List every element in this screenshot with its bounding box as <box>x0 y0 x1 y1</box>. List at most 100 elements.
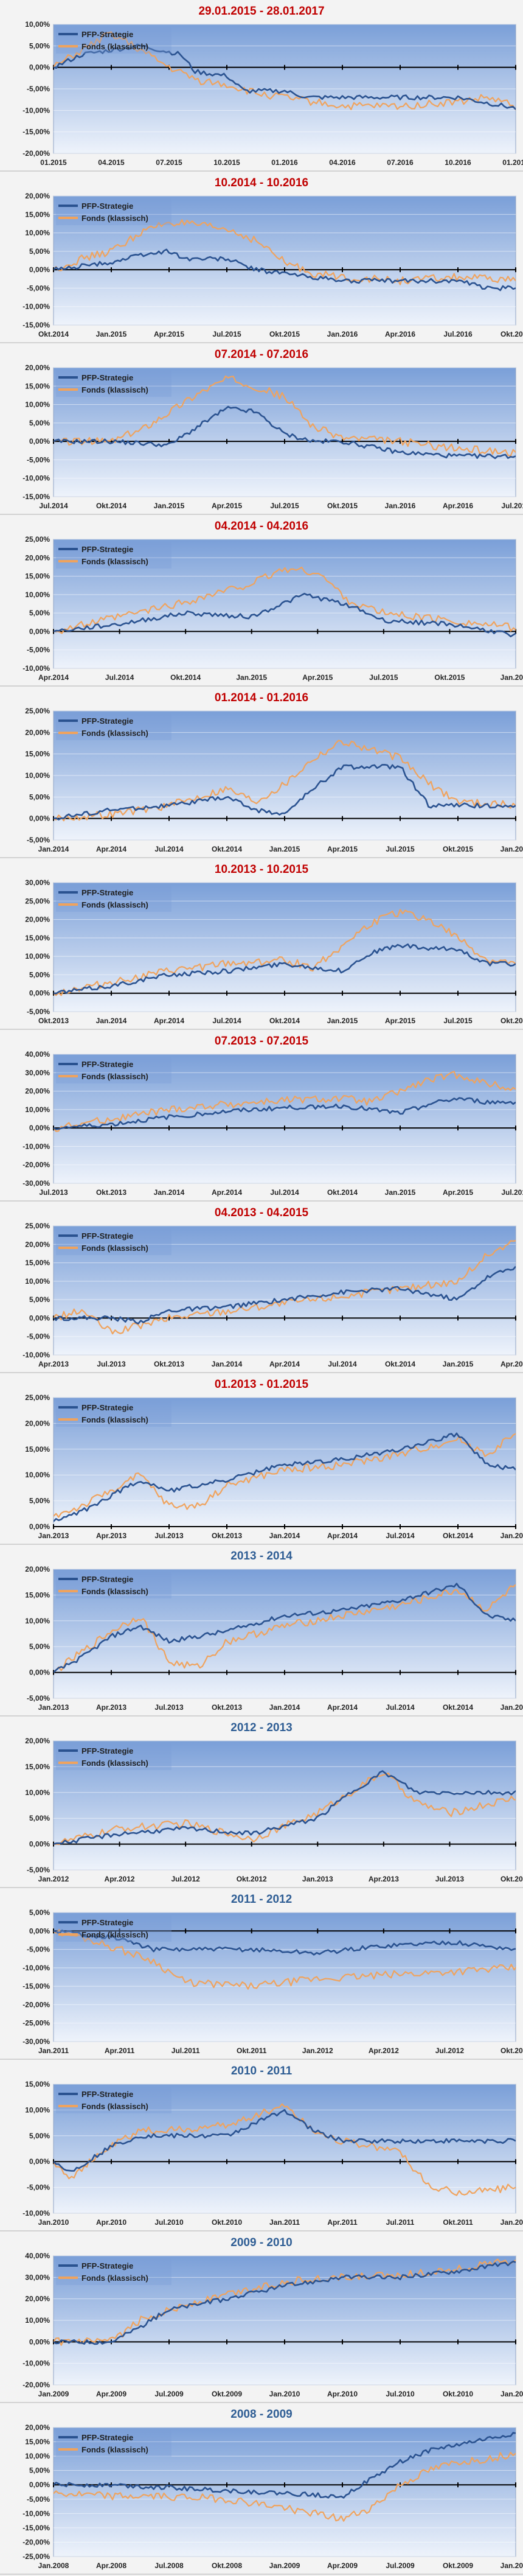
x-tick-label: Okt.2011 <box>237 2046 267 2055</box>
x-tick-label: Okt.2014 <box>38 330 69 338</box>
legend-label-fonds-klassisch: Fonds (klassisch) <box>81 900 148 909</box>
x-tick-label: Jul.2014 <box>386 1703 415 1712</box>
series-line-pfp-strategie <box>54 43 516 110</box>
series-line-pfp-strategie <box>54 1265 516 1325</box>
x-tick-label: Jan.2014 <box>38 845 69 853</box>
series-line-pfp-strategie <box>54 1097 516 1130</box>
legend-label-pfp-strategie: PFP-Strategie <box>81 1918 133 1927</box>
y-tick-label: 30,00% <box>25 2273 50 2281</box>
x-tick-label: Apr.2012 <box>105 1875 135 1883</box>
y-tick-label: 5,00% <box>29 2466 50 2475</box>
chart-title: 2008 - 2009 <box>230 2408 293 2421</box>
y-tick-label: -5,00% <box>27 836 50 844</box>
y-tick-label: 20,00% <box>25 553 50 562</box>
legend-label-fonds-klassisch: Fonds (klassisch) <box>81 1415 148 1424</box>
y-tick-label: -10,00% <box>23 303 50 311</box>
y-tick-label: 5,00% <box>29 1814 50 1822</box>
x-tick-label: Apr.2015 <box>500 1360 523 1368</box>
series-line-fonds-klassisch <box>54 2103 516 2196</box>
y-tick-label: -10,00% <box>23 1351 50 1359</box>
legend: PFP-Strategie Fonds (klassisch) <box>56 370 171 397</box>
x-tick-label: Okt.2013 <box>154 1360 184 1368</box>
chart-svg: 25,00%20,00%15,00%10,00%5,00%0,00%Jan.20… <box>25 1393 523 1540</box>
legend-box <box>56 1743 171 1770</box>
series-line-pfp-strategie <box>54 943 516 995</box>
chart-panel: 01.2013 - 01.2015 25,00% 20,00% 15,00% 10,00… <box>0 1373 523 1545</box>
y-tick-label: -10,00% <box>23 2509 50 2518</box>
chart-title: 2011 - 2012 <box>230 1893 293 1906</box>
y-tick-label: 10,00% <box>25 590 50 599</box>
x-tick-label: Okt.2010 <box>443 2390 473 2398</box>
chart-title: 2010 - 2011 <box>230 2065 293 2077</box>
x-tick-label: Jan.2009 <box>269 2561 300 2570</box>
x-tick-label: Okt.2013 <box>38 1017 69 1025</box>
x-tick-label: Apr.2010 <box>327 2390 358 2398</box>
legend-label-fonds-klassisch: Fonds (klassisch) <box>81 214 148 223</box>
legend-label-fonds-klassisch: Fonds (klassisch) <box>81 2445 148 2454</box>
x-tick-label: Okt.2013 <box>212 1531 242 1540</box>
x-tick-label: Okt.2014 <box>443 1703 473 1712</box>
x-tick-label: Jan.2015 <box>500 1703 523 1712</box>
plot-area <box>53 1740 516 1871</box>
x-tick-label: Jul.2015 <box>369 673 398 682</box>
x-tick-label: Apr.2011 <box>327 2218 358 2227</box>
legend-box <box>56 198 171 225</box>
chart-svg: 15,00%10,00%5,00%0,00%-5,00%-10,00%Jan.2… <box>23 2080 523 2227</box>
chart-title: 2013 - 2014 <box>230 1550 293 1563</box>
series-line-pfp-strategie <box>54 1583 516 1673</box>
x-tick-label: Jul.2014 <box>386 1531 415 1540</box>
x-tick-label: Jul.2015 <box>501 1188 523 1197</box>
y-tick-label: 5,00% <box>29 247 50 256</box>
y-tick-label: -30,00% <box>23 2037 50 2046</box>
legend-label-pfp-strategie: PFP-Strategie <box>81 1575 133 1584</box>
y-tick-label: -10,00% <box>23 2359 50 2368</box>
y-tick-label: 0,00% <box>29 1840 50 1849</box>
chart-title: 2009 - 2010 <box>230 2236 293 2249</box>
legend-box <box>56 542 171 569</box>
series-line-fonds-klassisch <box>54 566 516 634</box>
x-tick-label: Okt.2013 <box>500 1875 523 1883</box>
series-line-fonds-klassisch <box>54 1928 516 1990</box>
x-tick-label: Jan.2016 <box>500 673 523 682</box>
legend: PFP-Strategie Fonds (klassisch) <box>56 2258 171 2285</box>
y-tick-label: -15,00% <box>23 321 50 329</box>
series-line-fonds-klassisch <box>54 740 516 822</box>
x-tick-label: Jan.2016 <box>327 330 358 338</box>
x-tick-label: Okt.2008 <box>212 2561 242 2570</box>
y-tick-label: 0,00% <box>29 1927 50 1935</box>
legend-label-pfp-strategie: PFP-Strategie <box>81 2090 133 2099</box>
chart-panel: 01.2014 - 01.2016 25,00% 20,00% 15,00% 10,00… <box>0 687 523 858</box>
plot-area <box>53 1225 516 1356</box>
y-tick-label: 15,00% <box>25 2080 50 2088</box>
x-tick-label: Jan.2016 <box>500 845 523 853</box>
plot-area <box>53 882 516 1012</box>
series-line-fonds-klassisch <box>54 1240 516 1335</box>
x-tick-label: Jan.2014 <box>269 1531 300 1540</box>
legend-label-fonds-klassisch: Fonds (klassisch) <box>81 557 148 566</box>
legend-label-fonds-klassisch: Fonds (klassisch) <box>81 1072 148 1081</box>
y-tick-label: 10,00% <box>25 2316 50 2325</box>
legend-label-fonds-klassisch: Fonds (klassisch) <box>81 2102 148 2111</box>
legend-label-pfp-strategie: PFP-Strategie <box>81 1060 133 1069</box>
x-tick-label: Apr.2014 <box>154 1017 184 1025</box>
legend-box <box>56 1915 171 1942</box>
x-tick-label: Okt.2014 <box>269 1017 300 1025</box>
chart-title: 01.2013 - 01.2015 <box>214 1378 309 1391</box>
legend-box <box>56 2258 171 2285</box>
series-line-pfp-strategie <box>54 2109 516 2172</box>
x-tick-label: Jan.2015 <box>96 330 127 338</box>
y-tick-label: 10,00% <box>25 20 50 29</box>
legend-label-pfp-strategie: PFP-Strategie <box>81 2433 133 2442</box>
y-tick-label: -10,00% <box>23 1964 50 1972</box>
x-tick-label: Apr.2014 <box>212 1188 242 1197</box>
legend: PFP-Strategie Fonds (klassisch) <box>56 198 171 225</box>
x-tick-label: Apr.2013 <box>96 1531 126 1540</box>
y-tick-label: -5,00% <box>27 2495 50 2504</box>
y-tick-label: 30,00% <box>25 878 50 887</box>
x-tick-label: Jan.2013 <box>302 1875 333 1883</box>
x-tick-label: Okt.2016 <box>500 330 523 338</box>
x-tick-label: Jan.2015 <box>500 1531 523 1540</box>
x-tick-label: Jan.2014 <box>96 1017 127 1025</box>
plot-area <box>53 1397 516 1527</box>
x-tick-label: Okt.2014 <box>385 1360 415 1368</box>
